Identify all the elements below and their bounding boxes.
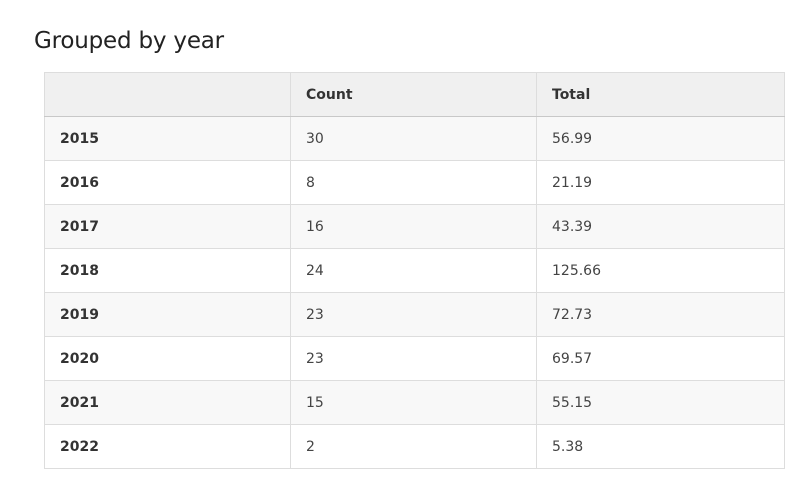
table-row: 2019 23 72.73	[44, 292, 785, 337]
year-cell: 2017	[44, 204, 291, 249]
year-cell: 2015	[44, 116, 291, 161]
count-cell: 16	[290, 204, 537, 249]
total-cell: 55.15	[536, 380, 785, 425]
grouped-by-year-table: Count Total 2015 30 56.99 2016 8 21.19 2…	[44, 72, 785, 469]
table-header-row: Count Total	[44, 72, 785, 117]
table-header: Count Total	[44, 72, 785, 117]
total-cell: 56.99	[536, 116, 785, 161]
table-row: 2017 16 43.39	[44, 204, 785, 249]
year-cell: 2021	[44, 380, 291, 425]
table-row: 2020 23 69.57	[44, 336, 785, 381]
total-cell: 125.66	[536, 248, 785, 293]
total-cell: 69.57	[536, 336, 785, 381]
table-row: 2015 30 56.99	[44, 116, 785, 161]
table-row: 2016 8 21.19	[44, 160, 785, 205]
page-title: Grouped by year	[34, 28, 224, 54]
count-cell: 23	[290, 292, 537, 337]
year-cell: 2018	[44, 248, 291, 293]
total-cell: 21.19	[536, 160, 785, 205]
count-cell: 15	[290, 380, 537, 425]
count-cell: 8	[290, 160, 537, 205]
table-row: 2022 2 5.38	[44, 424, 785, 469]
header-cell-year	[44, 72, 291, 117]
count-cell: 2	[290, 424, 537, 469]
total-cell: 43.39	[536, 204, 785, 249]
header-cell-total: Total	[536, 72, 785, 117]
count-cell: 24	[290, 248, 537, 293]
total-cell: 72.73	[536, 292, 785, 337]
table-body: 2015 30 56.99 2016 8 21.19 2017 16 43.39…	[44, 116, 785, 469]
header-cell-count: Count	[290, 72, 537, 117]
table-row: 2021 15 55.15	[44, 380, 785, 425]
year-cell: 2022	[44, 424, 291, 469]
total-cell: 5.38	[536, 424, 785, 469]
table-row: 2018 24 125.66	[44, 248, 785, 293]
year-cell: 2020	[44, 336, 291, 381]
year-cell: 2019	[44, 292, 291, 337]
count-cell: 23	[290, 336, 537, 381]
year-cell: 2016	[44, 160, 291, 205]
count-cell: 30	[290, 116, 537, 161]
